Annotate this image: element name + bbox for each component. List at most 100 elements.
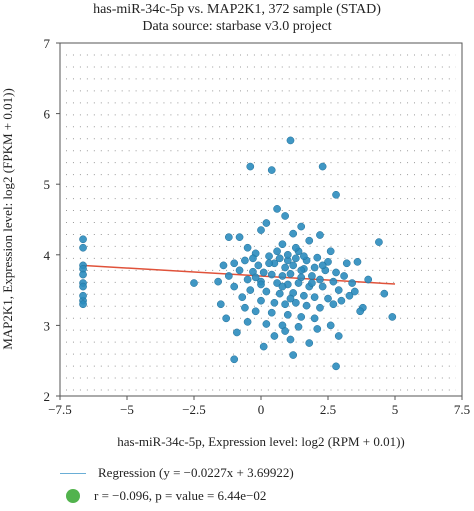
data-point: [278, 240, 287, 249]
y-tick-label: 7: [44, 36, 51, 51]
point-swatch: [66, 489, 80, 503]
data-point: [324, 258, 332, 266]
data-point: [305, 236, 314, 245]
data-point: [270, 332, 279, 340]
data-point: [345, 291, 354, 300]
data-point: [329, 300, 338, 309]
data-point: [259, 268, 268, 277]
data-point: [340, 272, 348, 280]
data-point: [281, 327, 289, 335]
data-point: [289, 261, 298, 270]
x-tick-label: 7.5: [454, 402, 470, 417]
data-point: [267, 270, 276, 279]
data-point: [302, 301, 311, 310]
data-point: [316, 231, 324, 239]
data-point: [324, 294, 332, 303]
data-point: [342, 259, 351, 268]
data-point: [297, 266, 306, 275]
data-point: [353, 258, 362, 266]
data-point: [300, 252, 308, 261]
data-point: [257, 226, 265, 234]
data-point: [275, 254, 284, 263]
data-point: [332, 268, 340, 277]
data-point: [241, 303, 249, 312]
data-point: [316, 275, 324, 284]
y-tick-label: 6: [44, 107, 51, 122]
x-tick-label: 0: [258, 402, 265, 417]
legend-stats: r = −0.096, p = value = 6.44e−02: [60, 488, 266, 504]
data-point: [233, 328, 241, 337]
data-point: [262, 320, 271, 328]
data-point: [79, 270, 87, 279]
data-point: [241, 256, 249, 265]
data-point: [267, 166, 276, 174]
data-point: [286, 136, 295, 145]
data-point: [297, 313, 306, 321]
data-point: [291, 254, 300, 263]
y-tick-label: 5: [44, 177, 51, 192]
data-point: [79, 282, 87, 291]
data-point: [235, 266, 244, 275]
data-point: [281, 212, 289, 220]
data-point: [278, 282, 287, 291]
x-tick-label: −2.5: [182, 402, 206, 417]
data-point: [308, 272, 316, 280]
data-point: [308, 279, 316, 287]
data-point: [238, 293, 247, 302]
data-point: [297, 222, 306, 231]
data-point: [79, 235, 87, 244]
data-point: [224, 233, 233, 241]
data-point: [278, 272, 287, 280]
data-point: [334, 286, 343, 294]
data-point: [216, 300, 225, 309]
data-point: [316, 303, 324, 312]
data-point: [190, 279, 198, 287]
data-point: [230, 355, 239, 364]
x-tick-label: −7.5: [48, 402, 72, 417]
chart-title: has-miR-34c-5p vs. MAP2K1, 372 sample (S…: [93, 2, 381, 17]
data-point: [224, 272, 233, 280]
data-point: [318, 282, 327, 291]
data-point: [265, 252, 273, 261]
ticks: −7.5 −5 −2.5 0 2.5 5 7.5 2 3 4 5 6 7: [44, 36, 471, 417]
data-point: [243, 243, 252, 252]
x-tick-label: 5: [392, 402, 399, 417]
data-point: [305, 339, 314, 347]
data-point: [289, 229, 298, 238]
data-point: [267, 308, 276, 317]
data-point: [283, 310, 292, 319]
data-point: [281, 263, 289, 272]
data-point: [326, 247, 335, 256]
data-point: [79, 300, 87, 309]
data-point: [334, 332, 343, 340]
data-point: [79, 243, 87, 252]
stat-label: r = −0.096, p = value = 6.44e−02: [94, 488, 267, 503]
x-tick-label: −5: [120, 402, 134, 417]
data-point: [249, 254, 257, 263]
data-point: [230, 282, 239, 291]
data-point: [286, 294, 295, 303]
data-point: [380, 289, 389, 298]
data-point: [222, 314, 231, 323]
legend-regression: Regression (y = −0.0227x + 3.69922): [60, 465, 294, 481]
x-axis-label: has-miR-34c-5p, Expression level: log2 (…: [117, 434, 405, 449]
data-point: [337, 296, 346, 305]
data-point: [364, 275, 373, 284]
data-point: [313, 253, 322, 262]
data-point: [243, 318, 252, 326]
data-point: [283, 250, 292, 259]
regression-line: [84, 264, 396, 285]
data-point: [214, 277, 222, 286]
y-tick-label: 3: [44, 318, 51, 333]
data-point: [332, 362, 340, 371]
data-point: [289, 351, 298, 359]
data-point: [318, 162, 327, 171]
data-point: [356, 307, 365, 316]
data-point: [270, 298, 279, 307]
data-point: [235, 233, 244, 241]
y-tick-label: 4: [44, 248, 51, 263]
data-point: [273, 205, 281, 213]
chart-subtitle: Data source: starbase v3.0 project: [142, 19, 332, 34]
data-point: [265, 259, 273, 268]
data-point: [294, 322, 303, 331]
